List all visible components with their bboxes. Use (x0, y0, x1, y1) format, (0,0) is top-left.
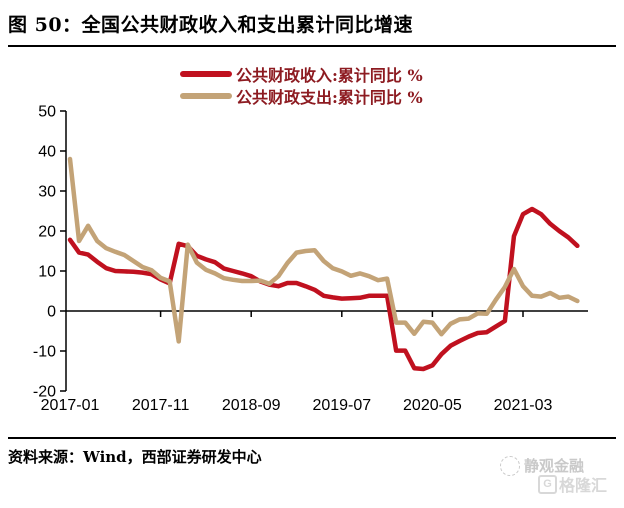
y-axis-tick-label: 50 (38, 104, 56, 121)
legend-item-revenue: 公共财政收入:累计同比 % (180, 64, 423, 85)
y-axis-tick-label: 30 (38, 184, 56, 201)
y-axis-tick-label: 0 (47, 304, 56, 321)
watermark-text-top: 静观金融 (524, 457, 585, 475)
watermark: 静观金融 G 格隆汇 (500, 455, 620, 496)
x-axis-tick-label: 2020-05 (403, 397, 462, 414)
panda-logo-icon (500, 455, 520, 476)
watermark-row-bottom: G 格隆汇 (538, 472, 620, 496)
legend-label-expenditure: 公共财政支出:累计同比 % (236, 88, 423, 107)
footer-divider (8, 437, 616, 439)
y-axis-tick-label: -10 (33, 344, 56, 361)
x-axis-tick-label: 2021-03 (494, 397, 553, 414)
legend-label-revenue: 公共财政收入:累计同比 % (236, 66, 423, 85)
x-axis-tick-label: 2017-01 (41, 397, 100, 414)
watermark-row-top: 静观金融 (500, 455, 620, 476)
title-divider (8, 45, 616, 47)
x-axis-tick-label: 2019-07 (312, 397, 371, 414)
g-logo-icon: G (538, 474, 557, 494)
x-axis-tick-label: 2017-11 (132, 397, 190, 414)
watermark-text-bottom: 格隆汇 (559, 476, 608, 495)
chart-legend: 公共财政收入:累计同比 % 公共财政支出:累计同比 % (180, 64, 423, 107)
expenditure-series-line (67, 156, 580, 344)
legend-item-expenditure: 公共财政支出:累计同比 % (180, 86, 423, 107)
source-note: 资料来源：Wind，西部证券研发中心 (8, 448, 262, 466)
y-axis-tick-label: 40 (38, 144, 56, 161)
y-axis-tick-label: -20 (33, 384, 56, 401)
revenue-line-swatch (180, 71, 232, 77)
page-title: 图 50：全国公共财政收入和支出累计同比增速 (8, 14, 414, 36)
x-axis-tick-label: 2018-09 (222, 397, 281, 414)
revenue-series-line (67, 206, 580, 372)
y-axis-tick-label: 20 (38, 224, 56, 241)
expenditure-line-swatch (180, 93, 232, 99)
y-axis-tick-label: 10 (38, 264, 56, 281)
